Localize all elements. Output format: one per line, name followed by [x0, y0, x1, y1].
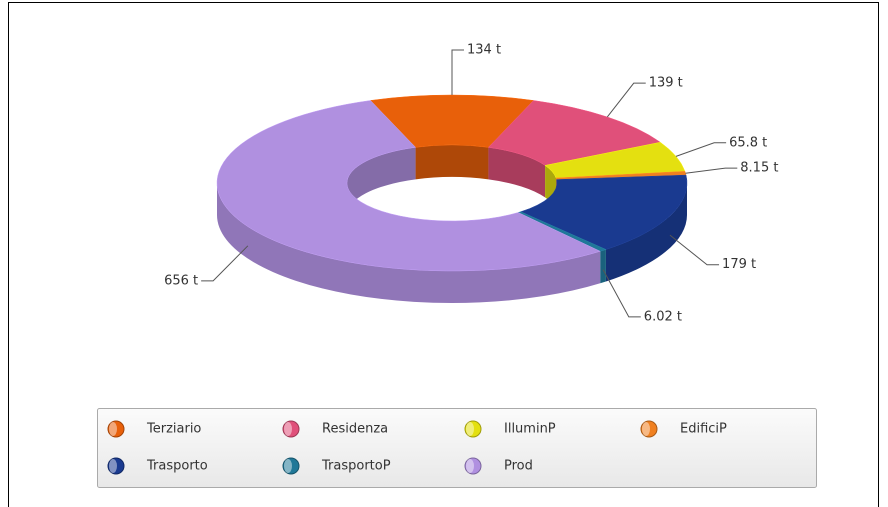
leader-line: [685, 167, 738, 174]
legend-swatch: [464, 420, 482, 438]
slice: [520, 174, 688, 250]
slice: [369, 94, 535, 148]
legend-label: Residenza: [322, 422, 388, 437]
leader-line: [669, 234, 720, 266]
legend-swatch-highlight: [109, 422, 117, 436]
inner-wall: [347, 147, 416, 215]
legend-swatch-highlight: [466, 422, 474, 436]
inner-wall: [488, 147, 546, 198]
data-label: 65.8 t: [729, 135, 767, 150]
leader-line: [675, 142, 727, 157]
leader-line: [606, 82, 646, 118]
leader-line: [451, 49, 464, 95]
data-label: 139 t: [649, 76, 683, 91]
data-label: 134 t: [467, 43, 501, 58]
data-label: 6.02 t: [644, 309, 682, 324]
outer-wall: [605, 183, 687, 282]
legend-label: Trasporto: [146, 459, 208, 474]
legend-swatch: [640, 420, 658, 438]
leader-line: [201, 245, 249, 282]
donut: 134 t 139 t 65.8 t 8.15 t 179 t 6.02 t 656 t: [164, 43, 778, 325]
legend-swatch: [282, 420, 300, 438]
inner-wall: [415, 145, 489, 180]
legend-swatch: [282, 457, 300, 475]
legend-label: Prod: [504, 459, 533, 474]
legend-swatch-highlight: [109, 459, 117, 473]
legend: Terziario Residenza IlluminP EdificiP Traspo…: [107, 420, 727, 475]
legend-swatch-highlight: [284, 459, 292, 473]
legend-box: [97, 408, 817, 488]
legend-swatch: [107, 420, 125, 438]
legend-label: EdificiP: [680, 422, 727, 437]
outer-wall: [600, 249, 606, 284]
outer-wall: [216, 183, 601, 303]
legend-label: Terziario: [146, 422, 201, 437]
legend-swatch-highlight: [642, 422, 650, 436]
leader-line: [602, 269, 641, 318]
data-label: 179 t: [722, 257, 756, 272]
legend-swatch: [107, 457, 125, 475]
legend-label: TrasportoP: [321, 459, 391, 474]
data-label: 8.15 t: [740, 161, 778, 176]
slice: [216, 100, 601, 272]
data-label: 656 t: [164, 273, 198, 288]
legend-swatch-highlight: [284, 422, 292, 436]
legend-label: IlluminP: [504, 422, 556, 437]
legend-swatch-highlight: [466, 459, 474, 473]
legend-swatch: [464, 457, 482, 475]
